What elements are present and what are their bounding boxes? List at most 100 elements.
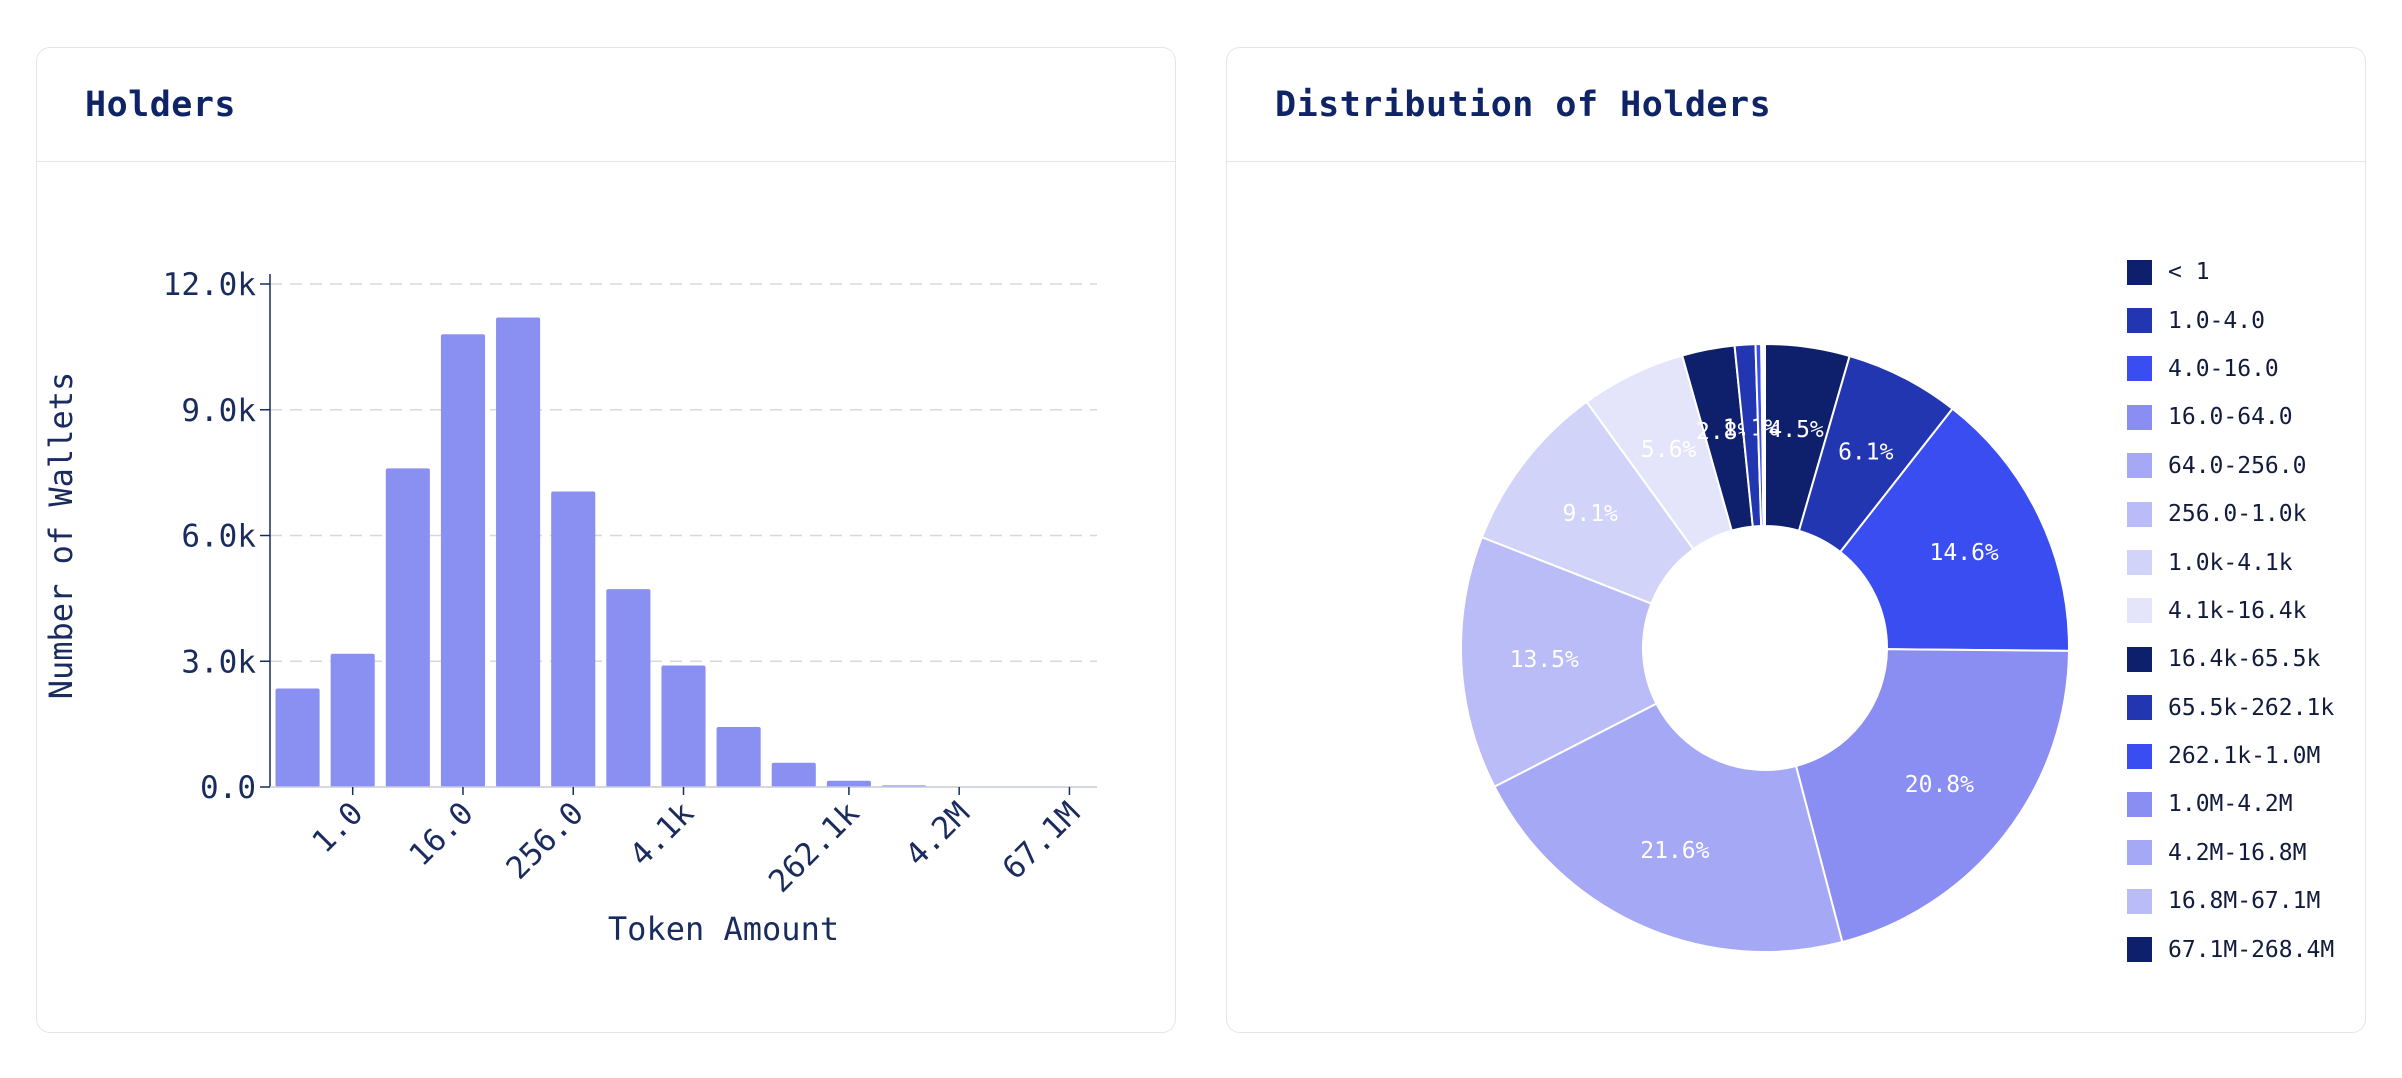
legend-label: 256.0-1.0k [2168, 501, 2307, 528]
pie-percent-label: 9.1% [1563, 501, 1619, 527]
legend-item: 256.0-1.0k [2127, 490, 2334, 538]
bar-9 [771, 762, 816, 787]
legend-label: 1.0k-4.1k [2168, 549, 2293, 576]
legend-item: 4.1k-16.4k [2127, 587, 2334, 635]
bar-4 [496, 317, 541, 787]
legend-item: 67.1M-268.4M [2127, 925, 2334, 973]
legend-item: 4.2M-16.8M [2127, 829, 2334, 877]
legend-label: 1.0-4.0 [2168, 307, 2265, 334]
legend-label: 65.5k-262.1k [2168, 694, 2335, 721]
y-tick-label: 12.0k [163, 267, 257, 303]
legend-item: 16.8M-67.1M [2127, 877, 2334, 925]
distribution-donut-chart: 4.5%6.1%14.6%20.8%21.6%13.5%9.1%5.6%2.8%… [1460, 342, 2070, 953]
legend-swatch [2127, 598, 2152, 624]
distribution-card-header: Distribution of Holders [1227, 48, 2365, 162]
legend-label: 4.0-16.0 [2168, 355, 2279, 382]
x-tick-group: 4.1k [623, 795, 701, 873]
legend-item: 65.5k-262.1k [2127, 684, 2334, 732]
pie-percent-label: 14.6% [1930, 540, 1999, 566]
legend-item: 16.0-64.0 [2127, 393, 2334, 441]
x-tick-group: 256.0 [499, 795, 590, 886]
legend-swatch [2127, 259, 2152, 285]
distribution-card: Distribution of Holders 4.5% 6.1% 14.6% 20.… [1226, 47, 2366, 1033]
pie-percent-label: 1.1% [1723, 415, 1779, 441]
x-axis-title: Token Amount [608, 910, 839, 948]
x-tick-label: 256.0 [499, 795, 590, 886]
x-tick-group: 1.0 [305, 795, 370, 860]
bar-7 [661, 665, 706, 787]
pie-percent-label: 13.5% [1510, 647, 1579, 673]
y-axis-title: Number of Wallets [42, 372, 80, 700]
distribution-legend: < 1 1.0-4.0 4.0-16.0 16.0-64.0 64.0-256.0 256… [2127, 248, 2334, 974]
legend-swatch [2127, 743, 2152, 769]
pie-percent-label: 5.6% [1641, 437, 1697, 463]
legend-label: 4.1k-16.4k [2168, 597, 2307, 624]
legend-item: 1.0M-4.2M [2127, 780, 2334, 828]
bar-8 [716, 727, 761, 787]
bar-10 [826, 780, 871, 787]
bar-6 [606, 589, 651, 787]
legend-swatch [2127, 404, 2152, 430]
bar-1 [330, 653, 375, 787]
legend-label: 4.2M-16.8M [2168, 839, 2307, 866]
y-tick-label: 9.0k [181, 393, 256, 429]
legend-swatch [2127, 840, 2152, 866]
holders-card: Holders 0.0 3.0k 6.0k 9.0k 12.0k 1.0 16.0 256.0… [36, 47, 1176, 1033]
y-tick-label: 3.0k [181, 644, 256, 680]
x-tick-group: 16.0 [402, 795, 480, 873]
legend-item: 16.4k-65.5k [2127, 635, 2334, 683]
x-tick-group: 4.2M [899, 795, 977, 873]
holders-bar-chart: 0.0 3.0k 6.0k 9.0k 12.0k 1.0 16.0 256.0 4.1k 262.… [42, 267, 1097, 948]
legend-swatch [2127, 550, 2152, 576]
bar-0 [275, 688, 320, 787]
holders-card-header: Holders [37, 48, 1175, 162]
legend-swatch [2127, 937, 2152, 963]
legend-item: 262.1k-1.0M [2127, 732, 2334, 780]
pie-slice-5 [1460, 535, 1658, 788]
x-tick-label: 1.0 [305, 795, 370, 860]
pie-slice-4 [1493, 702, 1844, 953]
legend-label: 67.1M-268.4M [2168, 936, 2335, 963]
legend-swatch [2127, 308, 2152, 334]
x-tick-group: 262.1k [762, 795, 867, 900]
bar-3 [440, 334, 486, 787]
x-tick-label: 262.1k [762, 795, 867, 900]
distribution-title: Distribution of Holders [1275, 84, 1772, 125]
legend-swatch [2127, 888, 2152, 914]
legend-label: 1.0M-4.2M [2168, 791, 2293, 818]
legend-label: < 1 [2168, 259, 2210, 286]
y-tick-label: 0.0 [200, 770, 256, 806]
legend-swatch [2127, 356, 2152, 382]
x-tick-label: 4.2M [899, 795, 977, 873]
pie-percent-label: 4.5% [1768, 417, 1824, 443]
legend-label: 262.1k-1.0M [2168, 743, 2321, 770]
legend-label: 16.8M-67.1M [2168, 888, 2321, 915]
x-tick-group: 67.1M [996, 795, 1087, 886]
pie-percent-label: 21.6% [1640, 838, 1709, 864]
legend-item: < 1 [2127, 248, 2334, 296]
x-tick-label: 67.1M [996, 795, 1087, 886]
legend-label: 16.0-64.0 [2168, 404, 2293, 431]
legend-item: 1.0-4.0 [2127, 296, 2334, 344]
legend-swatch [2127, 695, 2152, 721]
pie-slice-2 [1838, 407, 2070, 652]
bar-5 [551, 491, 596, 787]
y-tick-label: 6.0k [181, 519, 256, 555]
legend-swatch [2127, 646, 2152, 672]
legend-item: 64.0-256.0 [2127, 442, 2334, 490]
legend-swatch [2127, 501, 2152, 527]
legend-swatch [2127, 453, 2152, 479]
x-tick-label: 16.0 [402, 795, 480, 873]
pie-percent-label: 20.8% [1905, 772, 1974, 798]
holders-title: Holders [85, 84, 237, 125]
legend-item: 1.0k-4.1k [2127, 538, 2334, 586]
legend-swatch [2127, 791, 2152, 817]
legend-label: 16.4k-65.5k [2168, 646, 2321, 673]
y-axis-title-group: Number of Wallets [42, 372, 80, 700]
legend-item: 4.0-16.0 [2127, 345, 2334, 393]
pie-percent-label: 6.1% [1838, 439, 1894, 465]
bar-2 [385, 468, 430, 787]
x-tick-label: 4.1k [623, 795, 701, 873]
pie-slice-3 [1794, 648, 2070, 944]
legend-label: 64.0-256.0 [2168, 452, 2307, 479]
